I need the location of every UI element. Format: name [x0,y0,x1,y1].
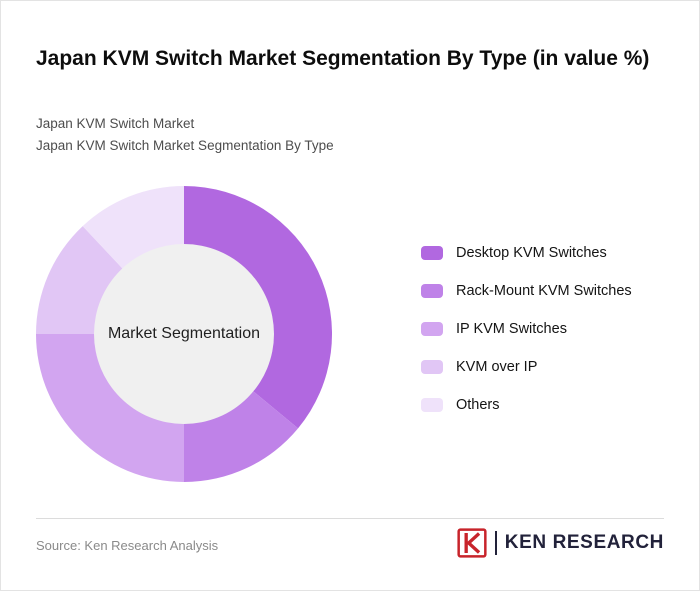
legend-swatch-icon [421,360,443,374]
legend-swatch-icon [421,284,443,298]
subtitle-line-1: Japan KVM Switch Market [36,116,195,131]
donut-chart-svg [36,186,333,482]
legend-swatch-icon [421,246,443,260]
ken-research-k-icon [457,528,487,558]
legend-item-4: Others [421,393,632,417]
legend-label: Others [456,397,500,413]
footer-divider [36,518,664,519]
ken-research-logo: KEN RESEARCH [457,528,664,558]
donut-center-label: Market Segmentation [107,325,261,342]
page-title: Japan KVM Switch Market Segmentation By … [36,47,650,71]
donut-chart: Market Segmentation [34,184,334,484]
chart-subtitle: Japan KVM Switch Market Japan KVM Switch… [36,113,334,157]
legend-label: Rack-Mount KVM Switches [456,283,632,299]
legend-item-3: KVM over IP [421,355,632,379]
chart-legend: Desktop KVM Switches Rack-Mount KVM Switc… [421,241,632,431]
source-text: Source: Ken Research Analysis [36,538,219,553]
legend-label: KVM over IP [456,359,538,375]
legend-label: IP KVM Switches [456,321,567,337]
donut-center-circle [94,244,274,424]
logo-separator [494,531,497,555]
legend-item-2: IP KVM Switches [421,317,632,341]
legend-item-0: Desktop KVM Switches [421,241,632,265]
legend-swatch-icon [421,398,443,412]
legend-item-1: Rack-Mount KVM Switches [421,279,632,303]
legend-swatch-icon [421,322,443,336]
logo-wordmark: KEN RESEARCH [504,532,664,553]
subtitle-line-2: Japan KVM Switch Market Segmentation By … [36,138,334,153]
legend-label: Desktop KVM Switches [456,245,607,261]
